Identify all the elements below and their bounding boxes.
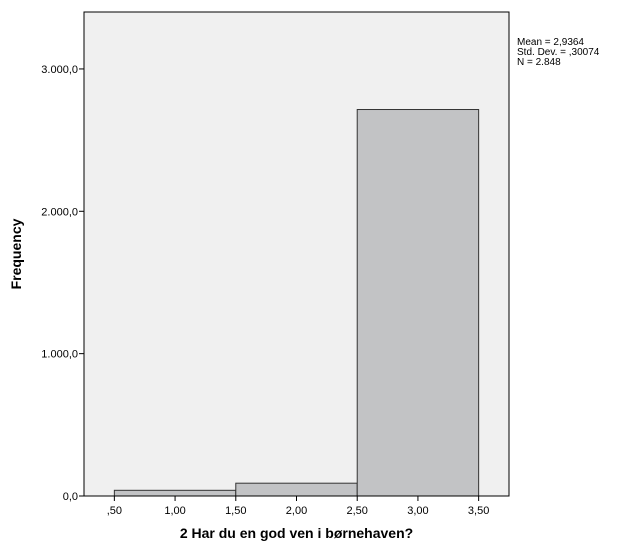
x-tick-label-3: 2,00 [286, 505, 307, 517]
x-axis: ,50 1,00 1,50 2,00 2,50 3,00 3,50 [107, 496, 489, 517]
y-axis: 0,0 1.000,0 2.000,0 3.000,0 [41, 64, 84, 503]
y-tick-label-0: 0,0 [63, 491, 78, 503]
y-tick-label-3: 3.000,0 [41, 64, 78, 76]
x-tick-label-1: 1,00 [164, 505, 185, 517]
stats-line-1: Mean = 2,9364 [517, 37, 584, 48]
x-tick-label-6: 3,50 [468, 505, 489, 517]
x-tick-label-4: 2,50 [347, 505, 368, 517]
stats-line-3: N = 2.848 [517, 57, 561, 68]
bars-group [113, 109, 480, 497]
y-tick-label-1: 1.000,0 [41, 349, 78, 361]
y-tick-label-2: 2.000,0 [41, 206, 78, 218]
x-tick-label-2: 1,50 [225, 505, 246, 517]
y-axis-title: Frequency [8, 218, 24, 289]
stats-line-2: Std. Dev. = ,30074 [517, 47, 600, 58]
x-tick-label-0: ,50 [107, 505, 122, 517]
histogram-bar-3 [356, 109, 480, 497]
x-tick-label-5: 3,00 [407, 505, 428, 517]
x-axis-title: 2 Har du en god ven i børnehaven? [180, 525, 413, 541]
histogram-bar-2 [235, 482, 358, 497]
histogram-bar-1 [113, 489, 237, 497]
